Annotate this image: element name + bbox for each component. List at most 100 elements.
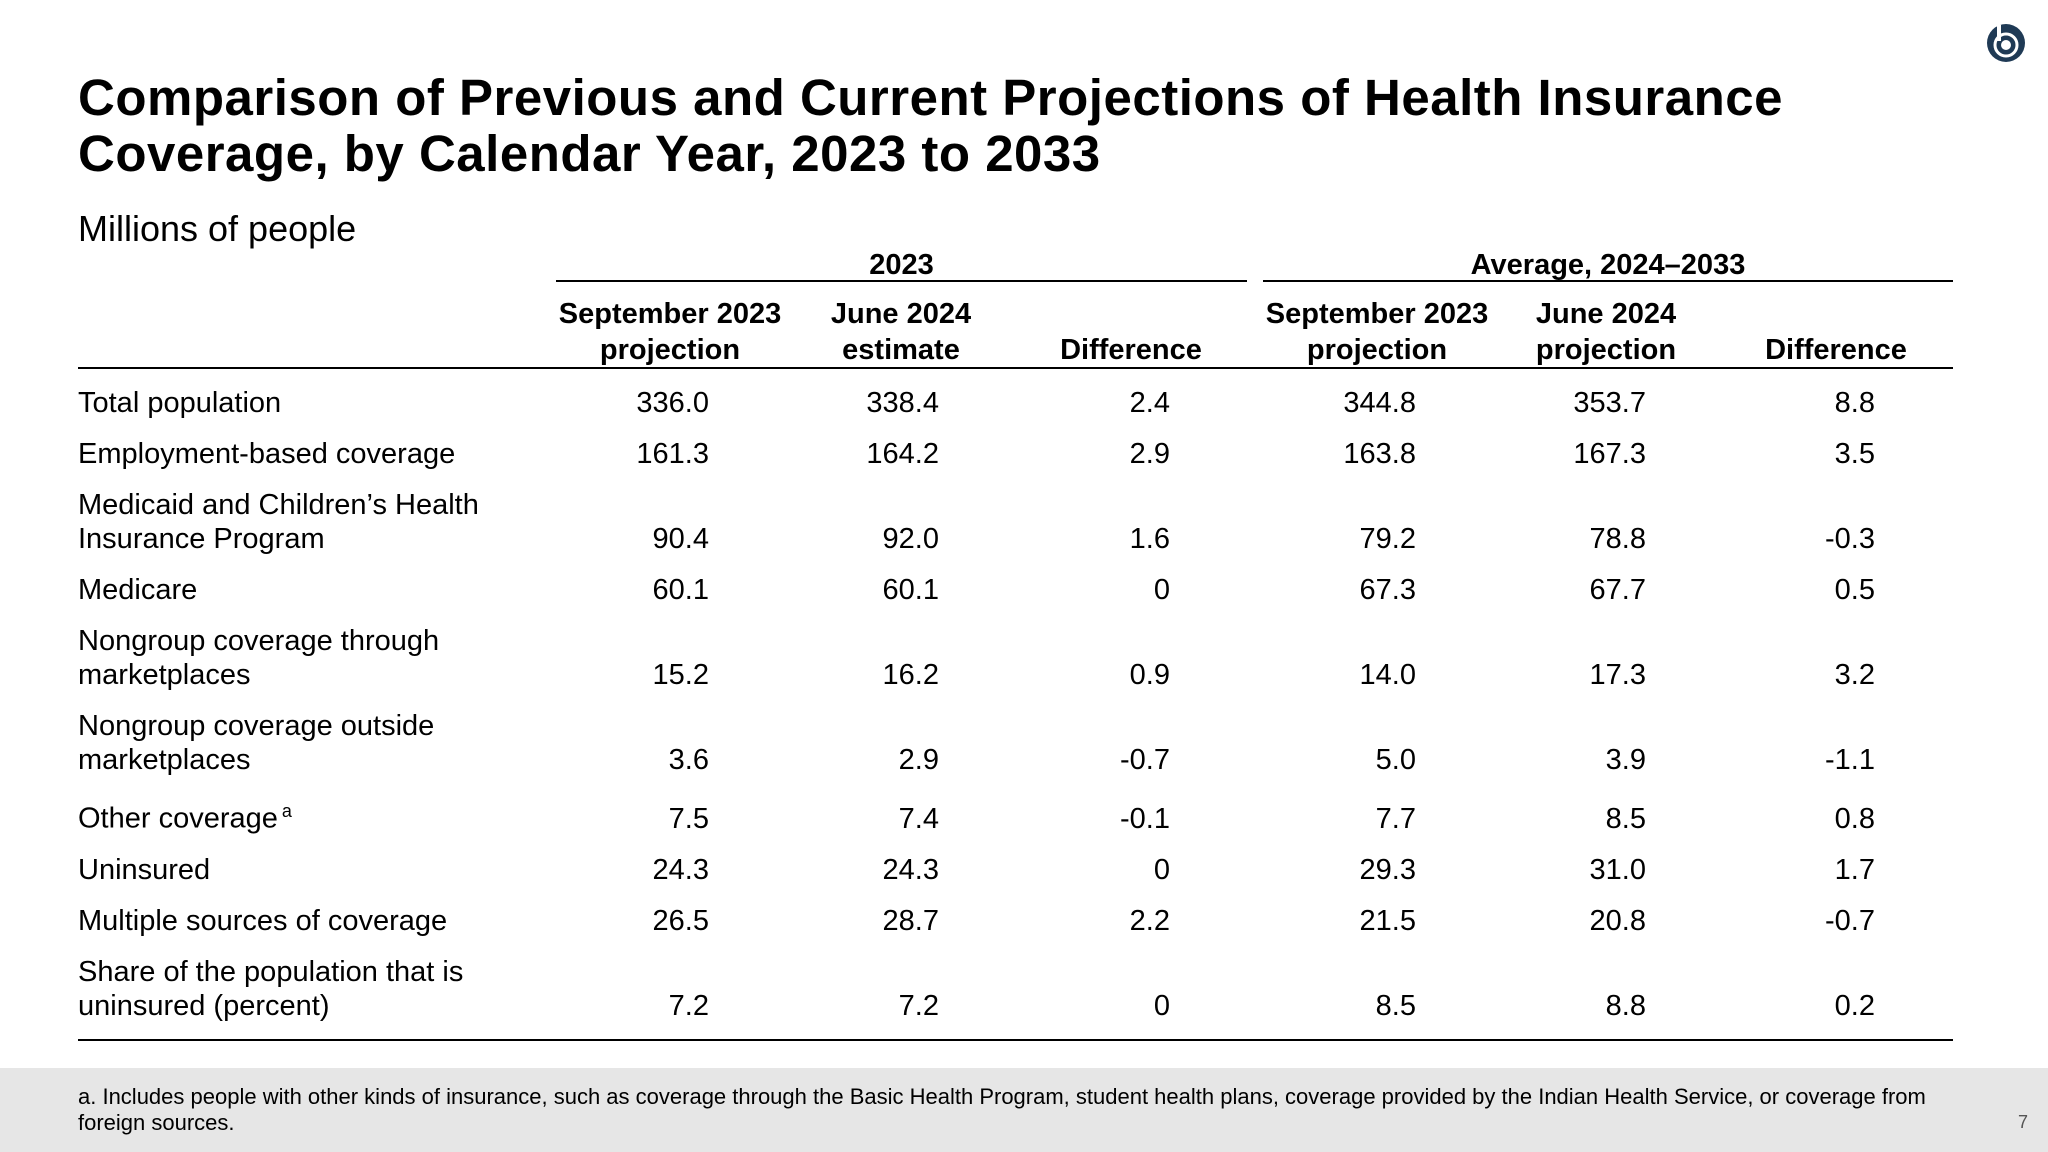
row-label-text: Total population	[78, 387, 282, 419]
column-header: June 2024 estimate	[830, 298, 972, 366]
cell-value: 2.9	[1129, 438, 1170, 470]
cell-value: 164.2	[866, 438, 939, 470]
cell-value: -0.7	[1825, 904, 1875, 937]
row-label: Nongroup coverage outside marketplaces	[78, 709, 518, 777]
cell-value: 28.7	[882, 904, 939, 937]
cell-value: 353.7	[1573, 387, 1646, 419]
cell-value: 3.9	[1605, 744, 1646, 776]
column-header: June 2024 projection	[1535, 298, 1677, 366]
cell-value: 14.0	[1359, 659, 1416, 691]
cell-value: 20.8	[1589, 904, 1646, 937]
row-label: Share of the population that is uninsure…	[78, 955, 518, 1023]
row-label-text: Medicaid and Children’s Health Insurance…	[78, 489, 479, 555]
group-header: Average, 2024–2033	[1263, 250, 1953, 282]
cell-value: 79.2	[1359, 523, 1416, 555]
cell-value: 7.2	[668, 989, 709, 1022]
cell-value: 336.0	[636, 387, 709, 419]
cell-value: 8.5	[1375, 989, 1416, 1022]
group-header: 2023	[556, 250, 1247, 282]
row-label: Nongroup coverage through marketplaces	[78, 624, 518, 692]
row-label: Employment-based coverage	[78, 437, 518, 471]
row-label-text: Share of the population that is uninsure…	[78, 955, 464, 1022]
cell-value: 0.2	[1834, 989, 1875, 1022]
cell-value: 0.5	[1834, 574, 1875, 606]
table-body: Total population 336.0 338.4 2.4 344.8 353.7 8…	[78, 369, 1953, 1041]
table-row: Medicare 60.1 60.1 0 67.3 67.7 0.5	[78, 573, 1953, 607]
row-label-text: Uninsured	[78, 853, 211, 886]
table-row: Medicaid and Children’s Health Insurance…	[78, 488, 1953, 556]
footnote: a. Includes people with other kinds of i…	[78, 1084, 1926, 1135]
cell-value: -0.1	[1120, 802, 1170, 835]
row-label: Medicaid and Children’s Health Insurance…	[78, 488, 518, 556]
cell-value: 1.7	[1834, 853, 1875, 886]
table-row: Total population 336.0 338.4 2.4 344.8 353.7 8…	[78, 386, 1953, 420]
header-rule	[78, 367, 1953, 369]
cell-value: 0.8	[1834, 802, 1875, 835]
footer-band	[0, 1068, 2048, 1152]
cell-value: 3.6	[668, 744, 709, 776]
table-row: Uninsured 24.3 24.3 0 29.3 31.0 1.7	[78, 853, 1953, 887]
cell-value: 2.2	[1129, 904, 1170, 937]
cell-value: 161.3	[636, 438, 709, 470]
cell-value: 2.9	[898, 744, 939, 776]
cell-value: 67.3	[1359, 574, 1416, 606]
cell-value: 7.5	[668, 802, 709, 835]
cell-value: 5.0	[1375, 744, 1416, 776]
cell-value: 31.0	[1589, 853, 1646, 886]
cell-value: 21.5	[1359, 904, 1416, 937]
cell-value: 60.1	[882, 574, 939, 606]
cell-value: 8.5	[1605, 802, 1646, 835]
cell-value: 1.6	[1129, 523, 1170, 555]
cell-value: 29.3	[1359, 853, 1416, 886]
cell-value: 15.2	[652, 659, 709, 691]
table-row: Nongroup coverage outside marketplaces 3.…	[78, 709, 1953, 777]
cell-value: 78.8	[1589, 523, 1646, 555]
row-label-text: Nongroup coverage outside marketplaces	[78, 710, 435, 776]
cell-value: 24.3	[652, 853, 709, 886]
cell-value: 163.8	[1343, 438, 1416, 470]
cell-value: 24.3	[882, 853, 939, 886]
cell-value: 7.7	[1375, 802, 1416, 835]
cell-value: 16.2	[882, 659, 939, 691]
cell-value: 67.7	[1589, 574, 1646, 606]
row-label: Medicare	[78, 573, 518, 607]
cell-value: 344.8	[1343, 387, 1416, 419]
table-row: Other coverage a 7.5 7.4 -0.1 7.7 8.5 0.8	[78, 794, 1953, 836]
cell-value: -0.3	[1825, 523, 1875, 555]
cell-value: 2.4	[1129, 387, 1170, 419]
footnote-marker: a	[281, 801, 292, 821]
row-label-text: Medicare	[78, 574, 198, 606]
cell-value: 0	[1153, 853, 1170, 886]
cell-value: 3.2	[1834, 659, 1875, 691]
row-label: Multiple sources of coverage	[78, 904, 518, 938]
row-label-text: Nongroup coverage through marketplaces	[78, 625, 440, 691]
subtitle: Millions of people	[78, 208, 357, 249]
column-header: Difference	[1765, 334, 1907, 366]
logo	[1987, 24, 2025, 62]
cell-value: 17.3	[1589, 659, 1646, 691]
cell-value: -1.1	[1825, 744, 1875, 776]
cell-value: 7.4	[898, 802, 939, 835]
cell-value: 338.4	[866, 387, 939, 419]
row-label-text: Employment-based coverage	[78, 438, 456, 470]
row-label: Uninsured	[78, 853, 518, 887]
table-row: Share of the population that is uninsure…	[78, 955, 1953, 1023]
cell-value: 0	[1153, 574, 1170, 606]
title: Comparison of Previous and Current Proje…	[78, 69, 1783, 182]
cell-value: 26.5	[652, 904, 709, 937]
cell-value: 3.5	[1834, 438, 1875, 470]
cell-value: 8.8	[1834, 387, 1875, 419]
row-label: Total population	[78, 386, 518, 420]
cell-value: 8.8	[1605, 989, 1646, 1022]
cell-value: -0.7	[1120, 744, 1170, 776]
cell-value: 0.9	[1129, 659, 1170, 691]
cell-value: 60.1	[652, 574, 709, 606]
table-row: Employment-based coverage 161.3 164.2 2.9 16…	[78, 437, 1953, 471]
row-label-text: Other coverage	[78, 802, 278, 835]
cell-value: 92.0	[882, 523, 939, 555]
cell-value: 7.2	[898, 989, 939, 1022]
cell-value: 0	[1153, 989, 1170, 1022]
table: 2023 Average, 2024–2033 September 2023 pro…	[78, 250, 1953, 1050]
column-header: September 2023 projection	[1265, 298, 1489, 366]
